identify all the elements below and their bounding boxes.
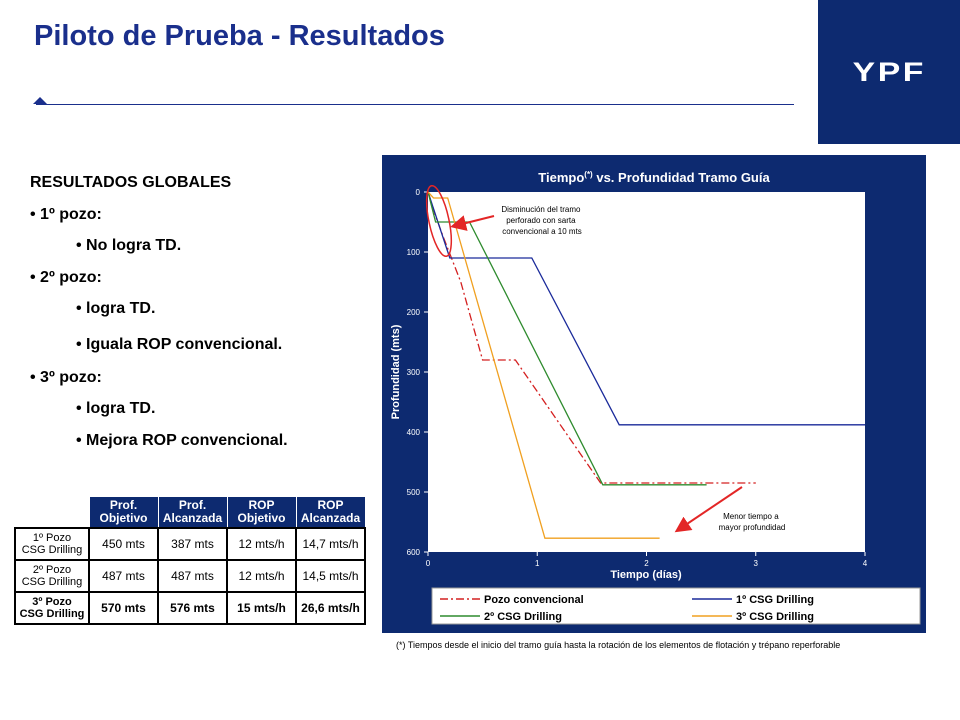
series-line xyxy=(427,191,865,426)
y-tick-label: 400 xyxy=(407,428,421,437)
table-cell: 12 mts/h xyxy=(226,527,297,561)
plot-area xyxy=(428,192,865,552)
ypf-logo-text: YPF xyxy=(852,56,926,87)
chart-legend xyxy=(431,587,921,625)
results-item: • 2º pozo: xyxy=(30,269,102,286)
page-title: Piloto de Prueba - Resultados xyxy=(34,20,445,52)
table-cell: 570 mts xyxy=(88,591,159,625)
title-divider xyxy=(36,104,794,105)
depth-time-chart: Tiempo(*) vs. Profundidad Tramo Guía 0 1 2… xyxy=(382,155,926,633)
results-item: • logra TD. xyxy=(76,400,156,417)
results-item: • 3º pozo: xyxy=(30,369,102,386)
y-tick-label: 500 xyxy=(407,488,421,497)
table-row-label: 1º Pozo CSG Drilling xyxy=(14,527,90,561)
results-item: • Mejora ROP convencional. xyxy=(76,432,288,449)
results-item: • logra TD. xyxy=(76,300,156,317)
results-heading: RESULTADOS GLOBALES xyxy=(30,174,232,191)
y-axis-label: Profundidad (mts) xyxy=(390,324,402,419)
table-cell: 26,6 mts/h xyxy=(295,591,366,625)
table-cell: 15 mts/h xyxy=(226,591,297,625)
annotation-text: Disminución del tramo perforado con sart… xyxy=(501,205,582,236)
table-header: Prof. Alcanzada xyxy=(157,496,228,529)
x-tick-label: 3 xyxy=(754,559,759,568)
legend-label: 3º CSG Drilling xyxy=(736,611,814,623)
results-item: • 1º pozo: xyxy=(30,206,102,223)
y-tick-label: 100 xyxy=(407,248,421,257)
x-tick-label: 1 xyxy=(535,559,540,568)
legend-label: Pozo convencional xyxy=(484,594,584,606)
table-row-label: 3º Pozo CSG Drilling xyxy=(14,591,90,625)
table-header: ROP Objetivo xyxy=(226,496,297,529)
chart-svg: Tiempo(*) vs. Profundidad Tramo Guía 0 1 2… xyxy=(390,170,921,625)
table-header-row: Prof. Objetivo Prof. Alcanzada ROP Objetivo… xyxy=(15,496,366,529)
table-row: 3º Pozo CSG Drilling 570 mts 576 mts 15 m… xyxy=(14,591,366,625)
table-header: ROP Alcanzada xyxy=(295,496,366,529)
x-axis-label: Tiempo (días) xyxy=(610,569,682,581)
y-tick-label: 300 xyxy=(407,368,421,377)
y-tick-label: 600 xyxy=(407,548,421,557)
results-item: • No logra TD. xyxy=(76,237,182,254)
table-corner xyxy=(15,496,89,528)
legend-label: 2º CSG Drilling xyxy=(484,611,562,623)
table-cell: 487 mts xyxy=(157,559,228,593)
ypf-logo: YPF xyxy=(818,0,960,144)
table-cell: 487 mts xyxy=(88,559,159,593)
table-row-label: 2º Pozo CSG Drilling xyxy=(14,559,90,593)
table-cell: 450 mts xyxy=(88,527,159,561)
annotation-text: Menor tiempo a mayor profundidad xyxy=(719,512,786,532)
x-tick-label: 4 xyxy=(863,559,868,568)
results-item: • Iguala ROP convencional. xyxy=(76,336,283,353)
y-tick-label: 200 xyxy=(407,308,421,317)
table-row: 1º Pozo CSG Drilling 450 mts 387 mts 12 m… xyxy=(14,527,366,561)
annotation-arrow xyxy=(450,215,495,231)
results-table: Prof. Objetivo Prof. Alcanzada ROP Objetivo… xyxy=(14,496,366,625)
chart-title: Tiempo(*) vs. Profundidad Tramo Guía xyxy=(538,170,770,185)
series-line xyxy=(427,191,660,539)
table-cell: 14,5 mts/h xyxy=(295,559,366,593)
table-cell: 12 mts/h xyxy=(226,559,297,593)
annotation-arrow xyxy=(674,486,743,533)
table-cell: 576 mts xyxy=(157,591,228,625)
table-row: 2º Pozo CSG Drilling 487 mts 487 mts 12 m… xyxy=(14,559,366,593)
x-tick-label: 2 xyxy=(644,559,649,568)
y-tick-label: 0 xyxy=(416,188,421,197)
title-triangle-marker xyxy=(33,97,47,104)
annotation-ellipse xyxy=(425,184,453,258)
legend-label: 1º CSG Drilling xyxy=(736,594,814,606)
x-tick-label: 0 xyxy=(426,559,431,568)
footnote: (*) Tiempos desde el inicio del tramo gu… xyxy=(396,640,841,650)
table-cell: 14,7 mts/h xyxy=(295,527,366,561)
table-cell: 387 mts xyxy=(157,527,228,561)
table-header: Prof. Objetivo xyxy=(88,496,159,529)
